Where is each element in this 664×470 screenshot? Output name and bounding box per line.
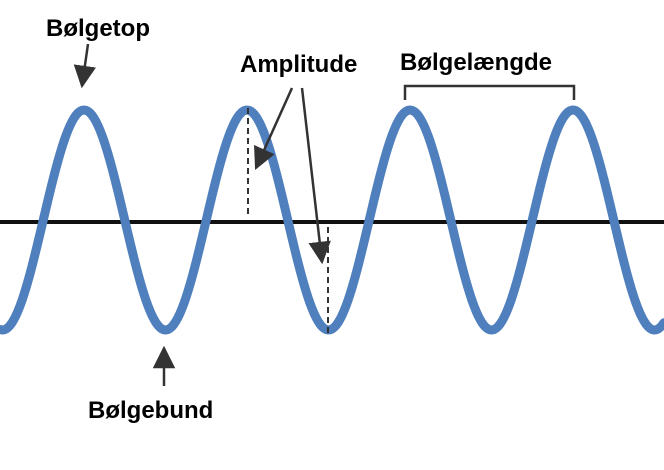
amplitude-label: Amplitude bbox=[240, 51, 357, 78]
wavelength-label: Bølgelængde bbox=[400, 49, 552, 76]
amplitude-arrow-trough bbox=[300, 87, 331, 265]
crest-arrow bbox=[73, 43, 97, 89]
amplitude-arrow-crest bbox=[254, 87, 294, 171]
wave-curve bbox=[0, 105, 664, 335]
crest-label: Bølgetop bbox=[46, 15, 150, 42]
trough-label: Bølgebund bbox=[88, 397, 213, 424]
wavelength-bracket bbox=[403, 84, 576, 100]
